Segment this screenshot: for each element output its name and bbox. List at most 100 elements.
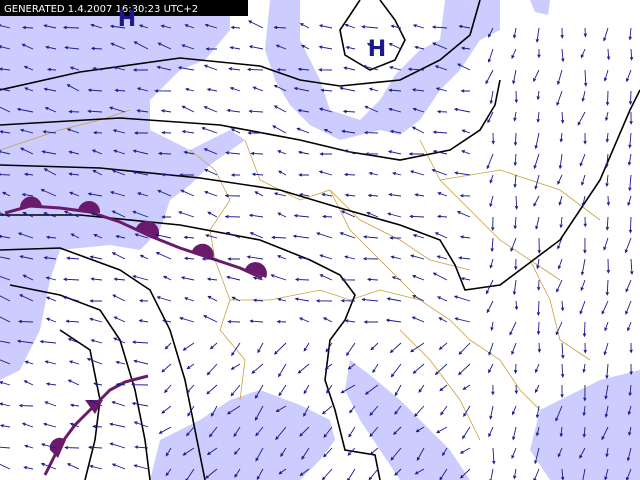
wind-arrow bbox=[458, 24, 471, 29]
wind-arrow bbox=[407, 67, 425, 71]
wind-arrow bbox=[454, 171, 471, 176]
wind-arrow bbox=[0, 381, 11, 386]
wind-arrow bbox=[413, 405, 425, 417]
wind-arrow bbox=[556, 69, 563, 86]
wind-arrow bbox=[414, 468, 425, 475]
wind-arrow bbox=[535, 426, 540, 437]
wind-arrow bbox=[316, 232, 333, 239]
wind-arrow bbox=[154, 89, 172, 93]
wind-arrow bbox=[487, 48, 494, 63]
wind-arrow bbox=[87, 88, 103, 92]
wind-arrow bbox=[625, 69, 632, 83]
wind-arrow bbox=[89, 255, 103, 260]
wind-arrow bbox=[133, 41, 149, 50]
wind-arrow bbox=[362, 235, 379, 239]
wind-arrow bbox=[254, 405, 264, 421]
wind-arrow bbox=[164, 384, 172, 394]
wind-arrow bbox=[132, 68, 149, 72]
wind-arrow bbox=[68, 172, 80, 176]
wind-arrow bbox=[109, 191, 126, 197]
wind-arrow bbox=[512, 279, 517, 296]
wind-arrow bbox=[459, 447, 471, 454]
wind-arrow bbox=[560, 363, 565, 378]
wind-arrow bbox=[255, 426, 264, 437]
wind-arrow bbox=[273, 342, 287, 355]
wind-arrow bbox=[533, 69, 540, 82]
wind-arrow bbox=[344, 193, 356, 197]
wind-arrow bbox=[255, 447, 264, 462]
wind-arrow bbox=[185, 468, 195, 480]
wind-arrow bbox=[207, 295, 218, 302]
wind-arrow bbox=[581, 90, 586, 103]
wind-arrow bbox=[536, 258, 540, 270]
wind-arrow bbox=[180, 276, 195, 281]
wind-arrow bbox=[111, 169, 126, 176]
wind-arrow bbox=[23, 465, 34, 470]
wind-arrow bbox=[139, 254, 149, 260]
wind-arrow bbox=[410, 342, 425, 353]
wind-arrow bbox=[514, 195, 519, 210]
wind-arrow bbox=[579, 300, 586, 315]
wind-arrow bbox=[21, 43, 34, 50]
wind-arrow bbox=[605, 132, 610, 143]
wind-arrow bbox=[204, 168, 218, 176]
wind-arrow bbox=[325, 342, 333, 353]
wind-arrow bbox=[340, 210, 356, 218]
wind-arrow bbox=[460, 46, 471, 50]
wind-arrow bbox=[201, 257, 218, 261]
wind-arrow bbox=[536, 90, 540, 101]
wind-arrow bbox=[230, 173, 240, 177]
wind-arrow bbox=[603, 237, 609, 251]
wind-arrow bbox=[440, 405, 448, 416]
wind-arrow bbox=[386, 297, 402, 302]
wind-arrow bbox=[131, 401, 149, 407]
wind-arrow bbox=[318, 45, 333, 50]
wind-arrow bbox=[536, 321, 541, 336]
wind-arrow bbox=[292, 234, 310, 239]
wind-arrow bbox=[162, 319, 172, 323]
wind-arrow bbox=[0, 316, 11, 323]
wind-arrow bbox=[252, 298, 264, 302]
wind-arrow bbox=[394, 384, 402, 397]
wind-arrow bbox=[514, 90, 519, 104]
wind-arrow bbox=[40, 443, 57, 449]
wind-arrow bbox=[182, 342, 195, 351]
wind-arrow bbox=[204, 23, 218, 29]
wind-arrow bbox=[344, 319, 356, 323]
wind-arrow bbox=[131, 383, 149, 387]
wind-arrow bbox=[0, 340, 11, 344]
wind-arrow bbox=[276, 319, 287, 324]
wind-arrow bbox=[161, 363, 172, 373]
wind-arrow bbox=[606, 258, 611, 274]
wind-arrow bbox=[203, 64, 218, 71]
wind-arrow bbox=[560, 111, 565, 124]
wind-arrow bbox=[183, 150, 195, 155]
wind-arrow bbox=[432, 42, 448, 50]
wind-arrow bbox=[345, 45, 356, 50]
wind-arrow bbox=[511, 342, 517, 355]
wind-arrow bbox=[431, 168, 448, 176]
wind-arrow bbox=[322, 214, 333, 219]
wind-arrow bbox=[458, 256, 471, 260]
wind-arrow bbox=[513, 174, 517, 189]
wind-arrow bbox=[438, 317, 448, 323]
wind-arrow bbox=[489, 90, 494, 105]
wind-arrow bbox=[512, 27, 517, 39]
wind-arrow bbox=[486, 300, 494, 314]
wind-arrow bbox=[111, 252, 126, 260]
wind-arrow bbox=[535, 216, 540, 230]
wind-arrow bbox=[161, 215, 171, 219]
wind-arrow bbox=[628, 90, 633, 106]
wind-arrow bbox=[64, 45, 80, 50]
wind-arrow bbox=[109, 106, 126, 113]
wind-arrow bbox=[318, 24, 333, 29]
wind-arrow bbox=[391, 276, 402, 281]
wind-arrow bbox=[109, 442, 126, 449]
generated-box bbox=[0, 0, 248, 16]
wind-arrow bbox=[605, 216, 610, 231]
wind-arrow bbox=[439, 384, 448, 392]
wind-arrow bbox=[181, 105, 195, 113]
wind-arrow bbox=[318, 68, 333, 72]
wind-arrow bbox=[629, 48, 634, 61]
